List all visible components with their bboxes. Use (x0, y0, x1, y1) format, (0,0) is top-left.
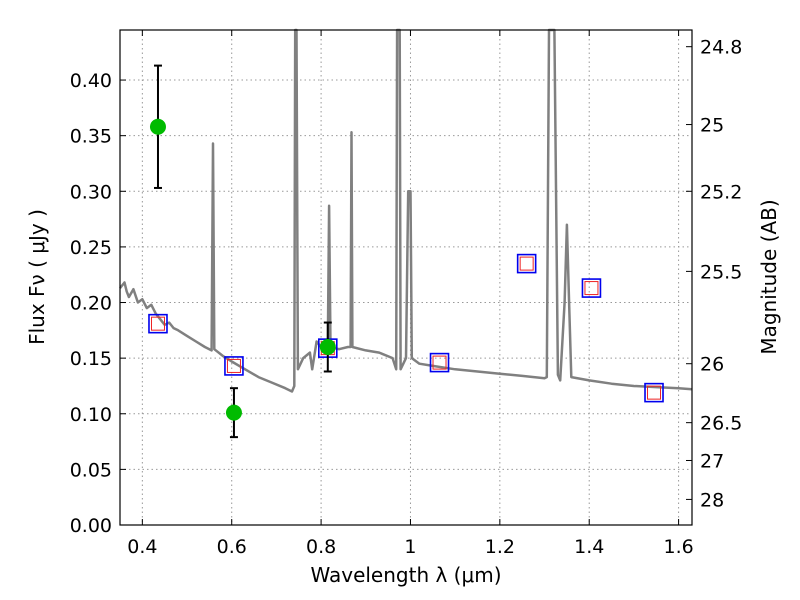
model-photometry-inner-square (519, 256, 534, 271)
x-tick-label: 1.4 (574, 536, 604, 558)
model-photometry-inner-square (226, 358, 241, 373)
x-axis-label: Wavelength λ (μm) (310, 563, 501, 587)
model-photometry-square (429, 352, 450, 373)
observed-photometry-point (225, 404, 242, 421)
y2-tick-label: 25.5 (700, 261, 742, 283)
y-tick-label: 0.20 (70, 293, 112, 315)
y2-axis-label: Magnitude (AB) (757, 199, 781, 354)
model-photometry-square (148, 313, 168, 334)
y-tick-label: 0.00 (70, 515, 112, 537)
x-tick-label: 0.4 (127, 536, 157, 558)
marker-layer (148, 64, 664, 439)
y-tick-label: 0.15 (70, 348, 112, 370)
y-tick-label: 0.40 (70, 70, 112, 92)
y-tick-label: 0.25 (70, 237, 112, 259)
y-tick-label: 0.05 (70, 459, 112, 481)
y2-tick-label: 25 (700, 115, 724, 137)
y-tick-label: 0.10 (70, 404, 112, 426)
model-photometry-inner-square (150, 316, 165, 331)
y2-tick-label: 27 (700, 450, 724, 472)
y2-tick-label: 26.5 (700, 413, 742, 435)
y-tick-label: 0.30 (70, 181, 112, 203)
y-tick-label: 0.35 (70, 126, 112, 148)
y2-tick-label: 28 (700, 489, 724, 511)
y2-tick-label: 26 (700, 354, 724, 376)
model-photometry-inner-square (647, 385, 662, 400)
y-axis-label: Flux Fν ( μJy ) (25, 209, 49, 345)
tick-layer: 0.4 0.6 0.8 1 1.2 1.4 1.6 0.00 0.05 0.10 0.15 0.20 0… (70, 30, 742, 558)
model-photometry-square (644, 382, 664, 403)
x-tick-label: 0.6 (217, 536, 247, 558)
model-photometry-square (581, 278, 602, 298)
model-photometry-square (516, 253, 537, 274)
y2-tick-label: 24.8 (700, 37, 742, 59)
model-photometry-inner-square (584, 281, 599, 296)
model-photometry-square (224, 356, 244, 376)
x-tick-label: 1.2 (485, 536, 515, 558)
observed-photometry-point (149, 118, 166, 135)
model-photometry-inner-square (432, 355, 447, 370)
x-tick-label: 1 (404, 536, 416, 558)
y2-tick-label: 25.2 (700, 181, 742, 203)
x-tick-label: 0.8 (306, 536, 336, 558)
x-tick-label: 1.6 (663, 536, 693, 558)
plot-frame (119, 29, 693, 526)
observed-photometry-point (319, 339, 336, 356)
